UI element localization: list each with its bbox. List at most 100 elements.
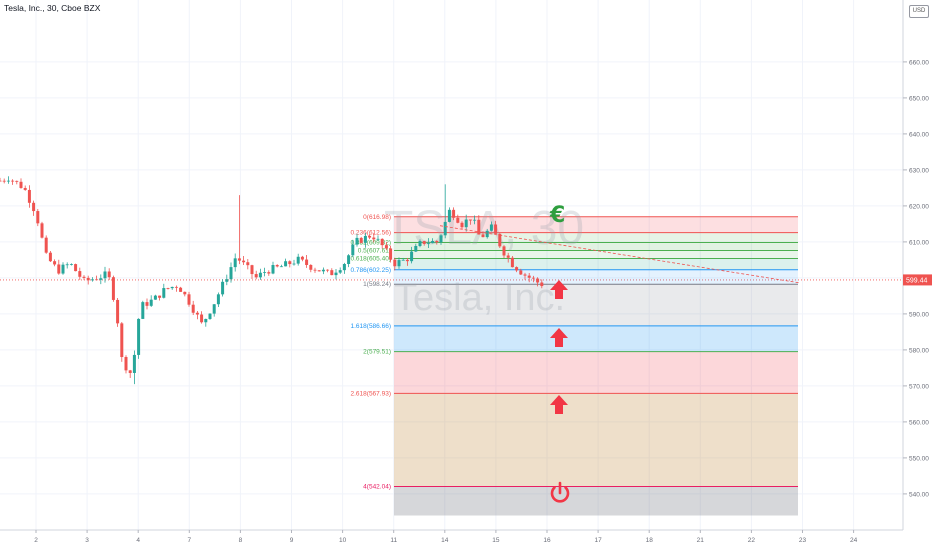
candle-body: [216, 294, 220, 305]
candle-body: [300, 256, 304, 260]
annotation-icons[interactable]: €: [549, 203, 570, 503]
euro-icon[interactable]: €: [549, 203, 565, 228]
fib-level-label: 0(616.98): [363, 214, 391, 221]
x-tick-label: 2: [34, 537, 38, 544]
arrow-up-icon[interactable]: [550, 328, 568, 347]
price-axis[interactable]: 540.00550.00560.00570.00580.00590.00600.…: [902, 0, 929, 530]
x-tick-label: 4: [136, 537, 140, 544]
fibonacci-extension[interactable]: 0(616.98) 0.236(612.56) 0.382(609.82)0.5(6…: [351, 214, 798, 516]
candle-body: [74, 264, 78, 272]
candle-body: [2, 180, 6, 182]
arrow-up-icon[interactable]: [550, 280, 568, 299]
fib-band: [394, 284, 798, 326]
candle-body: [330, 270, 334, 276]
candle-body: [78, 271, 82, 277]
candle-body: [263, 272, 267, 273]
candle-body: [246, 262, 250, 266]
candle-body: [334, 272, 338, 276]
candle-body: [288, 261, 292, 265]
candle-body: [124, 357, 128, 371]
candle-body: [149, 299, 153, 306]
candle-body: [90, 279, 94, 281]
x-tick-label: 22: [748, 537, 756, 544]
candle-body: [137, 318, 141, 355]
x-tick-label: 8: [239, 537, 243, 544]
trend-line[interactable]: [439, 225, 801, 284]
candle-body: [347, 255, 351, 265]
candle-body: [489, 224, 493, 231]
y-tick-label: 590.00: [909, 311, 929, 318]
candle-body: [267, 272, 271, 274]
candle-body: [473, 219, 477, 221]
fib-level-label: 0.236(612.56): [351, 230, 391, 237]
fib-level-label: 2.618(567.93): [351, 390, 391, 397]
candle-body: [527, 275, 531, 278]
fib-level-label: 0.5(607.61): [358, 248, 391, 255]
time-axis[interactable]: 2 3 4 7 8 9 10 11 14 15 16 17 18 21 22 23 24: [0, 529, 903, 544]
candle-body: [204, 318, 208, 323]
fib-band: [394, 242, 798, 251]
y-tick-label: 630.00: [909, 167, 929, 174]
candle-body: [99, 278, 103, 280]
fib-band: [394, 232, 798, 243]
candle-body: [48, 252, 52, 262]
candle-body: [69, 264, 73, 265]
power-icon[interactable]: [550, 481, 570, 503]
x-tick-label: 24: [850, 537, 858, 544]
candle-body: [36, 211, 40, 224]
candle-body: [531, 277, 535, 279]
candle-body: [519, 270, 523, 275]
candle-body: [414, 245, 418, 252]
candle-body: [86, 277, 90, 281]
candle-body: [502, 246, 506, 256]
candle-body: [103, 271, 107, 279]
candle-body: [57, 264, 61, 274]
candle-body: [237, 258, 241, 261]
x-tick-label: 14: [441, 537, 449, 544]
candle-body: [359, 237, 363, 243]
y-tick-label: 560.00: [909, 419, 929, 426]
candle-body: [506, 255, 510, 258]
candle-body: [11, 180, 15, 182]
candle-body: [145, 302, 149, 306]
candle-body: [174, 286, 178, 288]
candle-body: [351, 244, 355, 256]
candle-body: [481, 234, 485, 238]
candle-body: [422, 241, 426, 244]
candle-body: [284, 261, 288, 267]
candle-body: [464, 219, 468, 228]
candle-body: [187, 294, 191, 305]
candle-body: [61, 264, 65, 274]
candle-body: [153, 295, 157, 300]
candle-body: [19, 181, 23, 188]
candle-body: [355, 237, 359, 245]
candle-body: [397, 260, 401, 267]
candle-body: [271, 265, 275, 274]
candle-body: [225, 279, 229, 282]
candle-body: [0, 180, 2, 182]
currency-selector[interactable]: USD: [909, 5, 929, 18]
candle-body: [242, 260, 246, 263]
watermark-name: Tesla, Inc.: [394, 277, 565, 319]
candle-body: [477, 219, 481, 235]
candle-body: [510, 257, 514, 268]
candle-body: [250, 265, 254, 275]
candle-body: [95, 279, 99, 281]
candle-body: [426, 243, 430, 244]
last-price-label: 599.44: [906, 277, 928, 284]
fib-band: [394, 393, 798, 487]
candle-body: [372, 237, 376, 240]
fib-band: [394, 351, 798, 394]
arrow-up-icon[interactable]: [550, 395, 568, 414]
candle-body: [523, 274, 527, 276]
candle-body: [498, 233, 502, 247]
candle-body: [132, 354, 136, 373]
x-tick-label: 18: [646, 537, 654, 544]
y-tick-label: 550.00: [909, 455, 929, 462]
fib-band: [394, 269, 798, 285]
candle-body: [6, 180, 10, 182]
candle-body: [292, 263, 296, 265]
fib-level-label: 4(542.04): [363, 484, 391, 491]
symbol-title[interactable]: Tesla, Inc., 30, Cboe BZX: [4, 3, 101, 13]
